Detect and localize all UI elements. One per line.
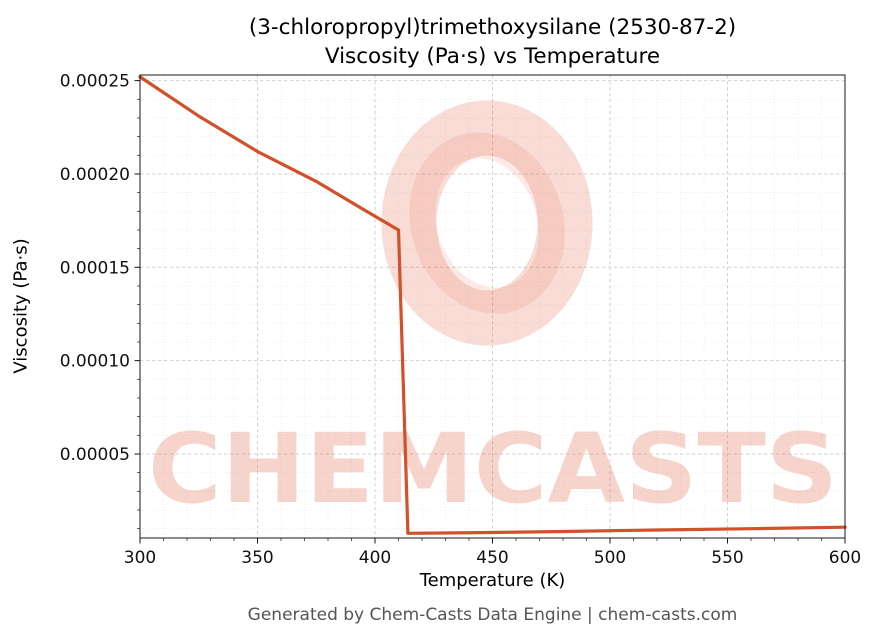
x-tick-label: 350 [241,548,273,568]
x-tick-label: 450 [476,548,508,568]
y-axis-label: Viscosity (Pa·s) [10,238,32,374]
watermark-text: CHEMCASTS [148,413,838,525]
x-tick-label: 500 [594,548,626,568]
y-tick-label: 0.00025 [60,72,130,92]
chart-title: (3-chloropropyl)trimethoxysilane (2530-8… [248,15,737,40]
x-axis-label: Temperature (K) [419,570,566,591]
chemcasts-watermark: CHEMCASTS [148,100,838,525]
x-tick-label: 600 [829,548,861,568]
watermark-logo-swirl [409,132,565,314]
chart-subtitle: Viscosity (Pa·s) vs Temperature [324,44,661,69]
watermark-logo-ring [381,100,593,346]
footer-credit: Generated by Chem-Casts Data Engine | ch… [247,605,738,625]
y-tick-label: 0.00010 [60,352,130,372]
y-tick-label: 0.00005 [60,445,130,465]
y-tick-label: 0.00020 [60,165,130,185]
viscosity-line [138,75,847,535]
x-tick-label: 550 [711,548,743,568]
x-tick-label: 400 [359,548,391,568]
x-tick-label: 300 [124,548,156,568]
y-tick-label: 0.00015 [60,258,130,278]
